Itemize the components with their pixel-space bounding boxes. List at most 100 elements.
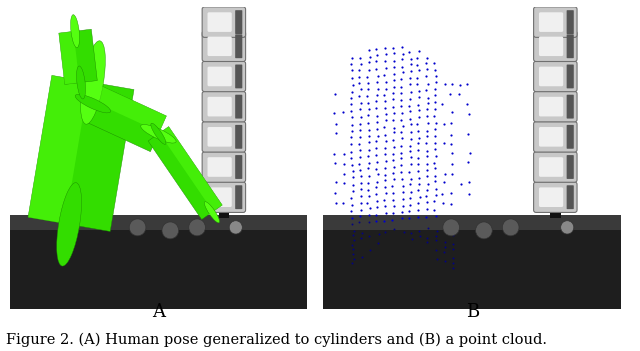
Point [346,155,356,161]
Point [355,167,365,173]
Point [413,187,423,193]
Point [372,198,382,204]
Point [406,231,416,236]
Point [379,218,389,223]
Point [406,155,417,160]
Point [445,201,456,207]
Point [429,67,440,73]
Point [371,139,381,144]
Point [454,91,464,96]
FancyBboxPatch shape [202,61,246,92]
Ellipse shape [77,66,86,99]
FancyBboxPatch shape [534,31,577,61]
Point [431,192,441,198]
Point [354,80,364,86]
Point [404,116,415,121]
Point [423,226,433,231]
Text: B: B [466,303,479,321]
Point [440,171,450,177]
Point [355,219,365,225]
FancyBboxPatch shape [207,67,232,86]
Point [413,168,424,174]
Point [404,169,415,174]
Point [388,105,398,110]
Point [431,247,441,253]
Point [445,120,456,126]
Point [372,133,383,139]
Point [415,194,425,200]
Point [462,102,472,107]
Point [356,61,366,66]
FancyBboxPatch shape [539,187,563,207]
Point [371,185,381,190]
Point [330,91,340,97]
Ellipse shape [57,183,81,266]
Point [372,79,382,85]
Point [421,140,431,146]
Point [346,141,356,147]
Point [464,111,474,117]
Point [371,191,381,197]
Point [429,140,440,146]
Point [380,184,390,190]
Point [349,238,359,243]
Point [406,90,416,95]
Point [347,260,357,266]
Point [438,200,449,205]
Point [396,144,406,149]
Point [406,176,416,182]
Point [413,200,423,206]
Point [396,170,406,175]
Point [396,84,406,90]
Point [448,232,458,238]
Point [347,114,357,120]
Point [397,176,407,182]
Point [447,150,458,156]
Point [388,90,398,95]
Point [355,180,365,186]
Point [348,82,358,88]
Point [429,99,440,105]
Point [406,56,417,61]
Point [405,81,415,87]
Point [339,162,349,167]
Point [365,54,375,59]
FancyBboxPatch shape [207,37,232,56]
Point [437,101,447,106]
FancyBboxPatch shape [202,182,246,212]
Point [396,103,406,109]
Point [422,148,433,153]
Point [439,140,449,145]
FancyBboxPatch shape [235,95,243,119]
Point [346,208,356,214]
Point [422,67,432,72]
Point [437,191,447,197]
Point [405,202,415,208]
Point [412,81,422,87]
Point [355,121,365,126]
FancyBboxPatch shape [566,65,574,88]
Point [363,80,373,86]
Point [388,117,398,123]
FancyBboxPatch shape [566,95,574,119]
Point [430,106,440,112]
Point [399,229,409,235]
Bar [323,215,621,230]
Ellipse shape [204,202,220,223]
Point [381,86,391,91]
Point [371,98,381,104]
Point [348,251,358,257]
Point [397,196,408,201]
Point [463,160,473,165]
Point [346,101,356,107]
Point [413,102,423,107]
Point [465,150,475,155]
Point [438,121,449,127]
Point [389,51,399,56]
Point [463,191,474,197]
Point [429,173,440,178]
Point [380,65,390,71]
Point [355,147,365,153]
Point [431,73,441,78]
Point [348,67,358,73]
